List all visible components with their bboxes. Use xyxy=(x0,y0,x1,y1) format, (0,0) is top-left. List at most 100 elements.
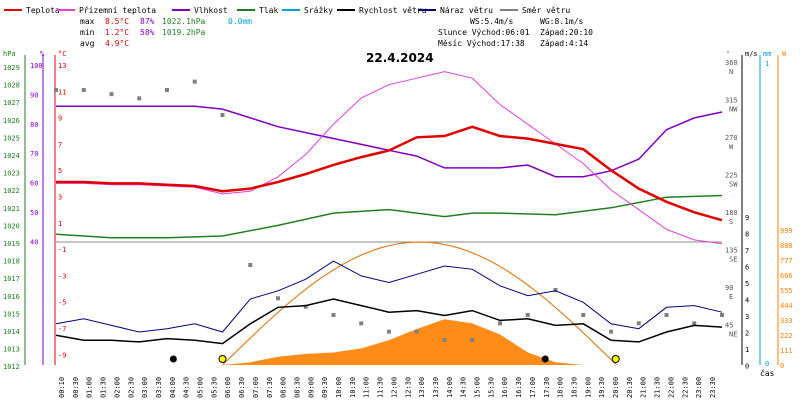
time-tick-label: 18:00 xyxy=(557,377,565,398)
hpa-tick-label: 1021 xyxy=(3,205,20,213)
time-tick-label: 23:00 xyxy=(695,377,703,398)
dir-name-label: N xyxy=(729,68,733,76)
wind-ws: WS:5.4m/s xyxy=(470,17,514,26)
time-tick-label: 12:00 xyxy=(390,377,398,398)
dir-axis-title: ° xyxy=(726,50,730,58)
ms-tick-label: 0 xyxy=(745,363,749,371)
wind-dir-point xyxy=(359,321,364,326)
dir-tick-label: 225 xyxy=(725,172,738,180)
hpa-tick-label: 1016 xyxy=(3,293,20,301)
time-tick-label: 04:00 xyxy=(169,377,177,398)
moon-set: Západ:4:14 xyxy=(540,39,588,48)
temp-tick-label: -5 xyxy=(58,299,66,307)
time-tick-label: 00:30 xyxy=(72,377,80,398)
time-tick-label: 00:10 xyxy=(58,377,66,398)
time-tick-label: 03:00 xyxy=(141,377,149,398)
wind-dir-point xyxy=(276,296,280,301)
sun-set-marker xyxy=(611,355,620,363)
time-tick-label: 04:30 xyxy=(183,377,191,398)
mm-tick-label: 0 xyxy=(765,360,769,368)
time-tick-label: 11:00 xyxy=(363,377,371,398)
temp-tick-label: -1 xyxy=(58,246,66,254)
ms-tick-label: 7 xyxy=(745,247,749,255)
ms-tick-label: 3 xyxy=(745,313,749,321)
legend-label-3: Tlak xyxy=(259,6,278,15)
temp-tick-label: -7 xyxy=(58,325,66,333)
hpa-tick-label: 1014 xyxy=(3,328,20,336)
sun-elevation-line xyxy=(222,241,617,366)
wind-dir-point xyxy=(165,88,169,92)
wind-dir-point xyxy=(248,263,253,267)
dir-tick-label: 315 xyxy=(725,97,738,105)
time-tick-label: 09:30 xyxy=(321,377,329,398)
time-tick-label: 08:00 xyxy=(280,377,288,398)
temp-axis-title: °C xyxy=(58,50,66,58)
solar-radiation-area xyxy=(222,319,584,365)
time-tick-label: 01:00 xyxy=(86,377,94,398)
legend: Teplota Přízemní teplota Vlhkost Tlak Srážky… xyxy=(4,6,570,15)
wind-dir-point xyxy=(664,313,669,317)
legend-label-4: Srážky xyxy=(304,6,333,15)
dir-name-label: E xyxy=(729,293,733,301)
time-tick-label: 02:00 xyxy=(113,377,121,398)
time-tick-label: 19:30 xyxy=(598,377,606,398)
time-tick-label: 05:30 xyxy=(210,377,218,398)
time-tick-label: 12:30 xyxy=(404,377,412,398)
w-tick-label: 555 xyxy=(780,287,793,295)
dir-tick-label: 45 xyxy=(725,322,733,330)
pct-tick-label: 100 xyxy=(30,62,43,70)
stats-min-label: min xyxy=(80,28,95,37)
pct-tick-label: 40 xyxy=(30,238,38,246)
ground-temp-line xyxy=(56,71,723,245)
wind-dir-point xyxy=(692,321,697,326)
wind-dir-point xyxy=(303,304,308,309)
wind-dir-point xyxy=(387,329,391,334)
hpa-tick-label: 1018 xyxy=(3,258,20,266)
hpa-tick-label: 1015 xyxy=(3,310,20,318)
time-tick-label: 19:00 xyxy=(584,377,592,398)
time-tick-label: 22:00 xyxy=(667,377,675,398)
ms-tick-label: 4 xyxy=(745,297,749,305)
w-tick-label: 0 xyxy=(780,362,784,370)
stats-max-rain: 0.0mm xyxy=(228,17,252,26)
wind-dir-point xyxy=(525,313,530,317)
temp-tick-label: 11 xyxy=(58,88,66,96)
legend-label-6: Náraz větru xyxy=(440,6,493,15)
dir-name-label: SE xyxy=(729,256,737,264)
w-tick-label: 444 xyxy=(780,302,793,310)
temp-tick-label: 1 xyxy=(58,220,62,228)
w-tick-label: 777 xyxy=(780,257,793,265)
ms-tick-label: 1 xyxy=(745,346,749,354)
hpa-tick-label: 1029 xyxy=(3,64,20,72)
ms-tick-label: 9 xyxy=(745,214,749,222)
time-tick-label: 02:30 xyxy=(127,377,135,398)
time-tick-label: 14:00 xyxy=(446,377,454,398)
moon-rise-marker xyxy=(541,355,549,363)
wind-dir-point xyxy=(109,92,114,97)
wind-dir-point xyxy=(331,313,336,317)
wind-dir-point xyxy=(192,79,197,84)
dir-tick-label: 180 xyxy=(725,209,738,217)
legend-label-2: Vlhkost xyxy=(194,6,228,15)
time-tick-label: 09:00 xyxy=(307,377,315,398)
w-axis-title: W xyxy=(782,50,787,58)
dir-tick-label: 270 xyxy=(725,134,738,142)
humidity-line xyxy=(56,105,723,178)
wind-speed-line xyxy=(55,298,723,345)
w-tick-label: 111 xyxy=(780,347,793,355)
time-tick-label: 18:30 xyxy=(570,377,578,398)
temp-tick-label: 5 xyxy=(58,167,62,175)
time-tick-label: 08:30 xyxy=(293,377,301,398)
temp-tick-label: 3 xyxy=(58,194,62,202)
stats-max-hum: 87% xyxy=(140,17,155,26)
dir-name-label: SW xyxy=(729,181,738,189)
pct-tick-label: 50 xyxy=(30,209,38,217)
time-tick-label: 21:30 xyxy=(654,377,662,398)
stats-block: max 8.5°C 87% 1022.1hPa 0.0mm min 1.2°C … xyxy=(80,17,593,48)
legend-label-5: Rychlost větru xyxy=(359,6,427,15)
hpa-tick-label: 1020 xyxy=(3,222,20,230)
time-tick-label: 11:30 xyxy=(377,377,385,398)
time-tick-label: 15:00 xyxy=(474,377,482,398)
dir-name-label: S xyxy=(729,218,733,226)
